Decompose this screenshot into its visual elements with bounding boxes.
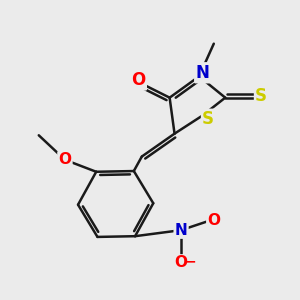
Text: O: O	[175, 255, 188, 270]
Text: N: N	[196, 64, 210, 82]
Text: O: O	[58, 152, 71, 167]
Text: N: N	[175, 223, 188, 238]
Text: S: S	[202, 110, 214, 128]
Text: O: O	[131, 71, 146, 89]
Text: S: S	[255, 87, 267, 105]
Text: N: N	[195, 64, 209, 82]
Text: O: O	[207, 213, 220, 228]
Text: O: O	[131, 71, 146, 89]
Text: −: −	[184, 254, 196, 268]
Text: S: S	[202, 111, 214, 129]
Text: S: S	[255, 87, 267, 105]
